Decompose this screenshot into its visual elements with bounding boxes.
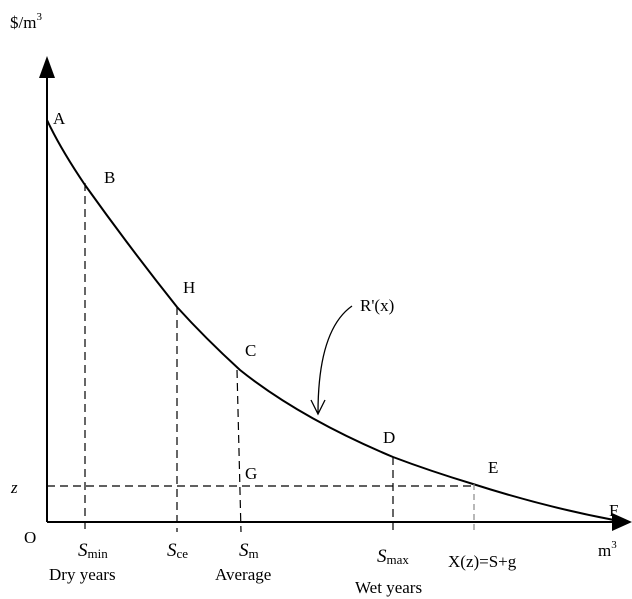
curve-label: R'(x)	[360, 296, 394, 315]
z-label: z	[10, 478, 18, 497]
curve-label-arrow	[317, 305, 353, 414]
smin-label: Smin	[78, 540, 108, 561]
point-b-label: B	[104, 168, 115, 187]
sm-caption: Average	[215, 565, 271, 584]
origin-label: O	[24, 528, 36, 547]
point-h-label: H	[183, 278, 195, 297]
demand-curve	[46, 119, 615, 521]
point-f-label: F	[609, 501, 618, 520]
point-a-label: A	[53, 109, 66, 128]
point-e-label: E	[488, 458, 498, 477]
point-d-label: D	[383, 428, 395, 447]
x-unit-label: m3	[598, 539, 617, 560]
sm-label: Sm	[239, 540, 259, 561]
sm-dropline	[236, 369, 242, 533]
y-unit-label: $/m3	[10, 11, 42, 32]
point-g-label: G	[245, 464, 257, 483]
smin-caption: Dry years	[49, 565, 116, 584]
sce-label: Sce	[167, 540, 188, 561]
point-c-label: C	[245, 341, 256, 360]
y-axis-arrowhead	[39, 56, 55, 78]
curve-label-arrowhead	[310, 399, 326, 416]
xz-label: X(z)=S+g	[448, 552, 517, 571]
x-axis-arrowhead	[612, 513, 632, 531]
smax-caption: Wet years	[355, 578, 422, 597]
smax-label: Smax	[377, 546, 409, 567]
